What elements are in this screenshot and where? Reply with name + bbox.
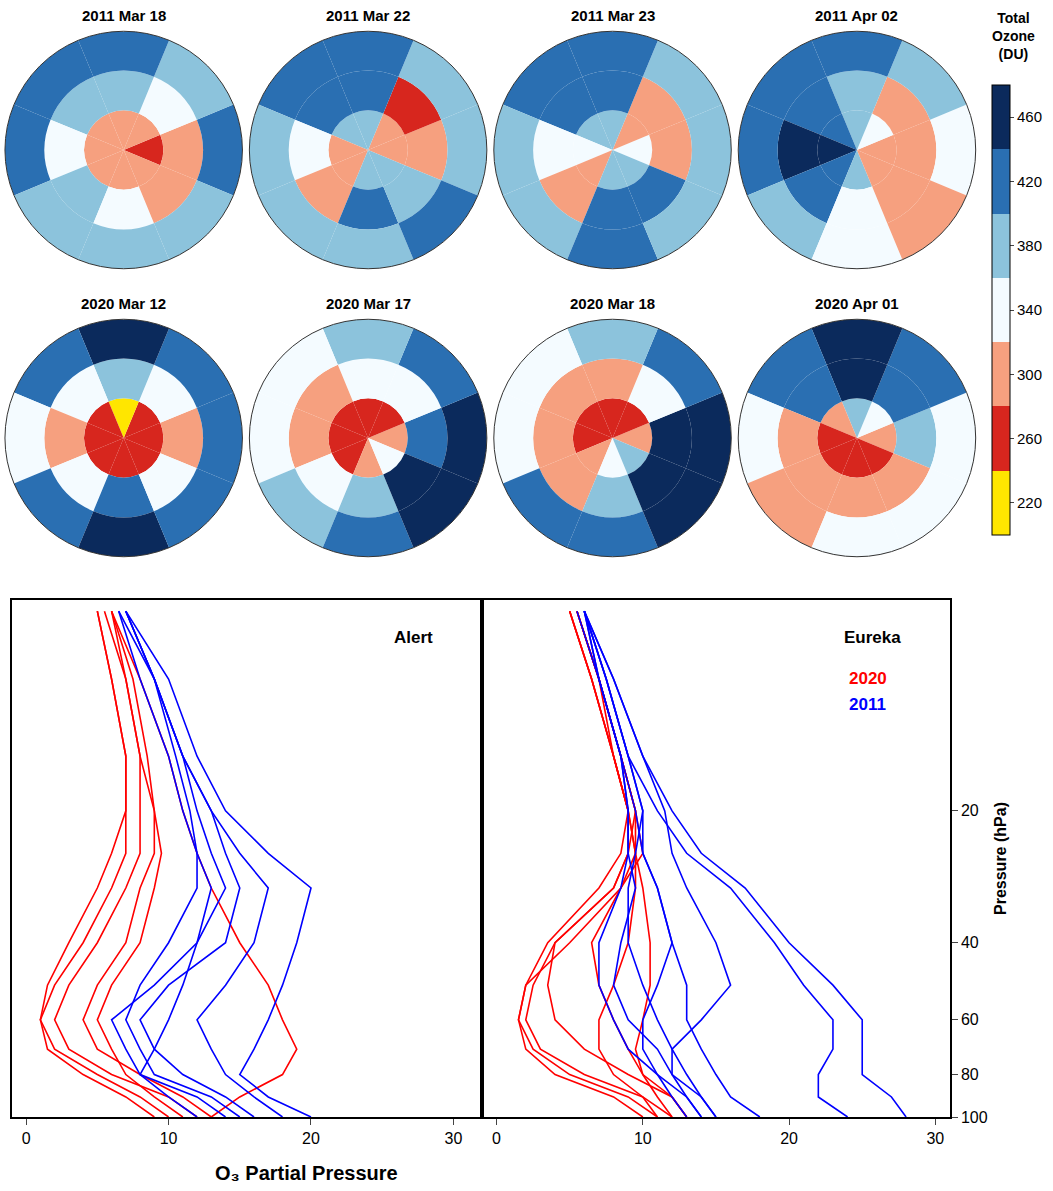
- svg-text:10: 10: [634, 1130, 652, 1147]
- svg-text:100: 100: [961, 1109, 988, 1126]
- svg-text:20: 20: [302, 1130, 320, 1147]
- svg-text:Pressure (hPa): Pressure (hPa): [992, 802, 1009, 915]
- svg-text:40: 40: [961, 934, 979, 951]
- svg-text:260: 260: [1017, 430, 1042, 447]
- svg-text:2020: 2020: [849, 669, 887, 688]
- svg-text:2011 Apr 02: 2011 Apr 02: [815, 7, 898, 24]
- svg-text:20: 20: [780, 1130, 798, 1147]
- svg-text:2020 Mar 18: 2020 Mar 18: [570, 295, 655, 312]
- svg-text:30: 30: [445, 1130, 463, 1147]
- svg-text:2020 Mar 12: 2020 Mar 12: [81, 295, 166, 312]
- svg-text:Alert: Alert: [394, 628, 433, 647]
- svg-text:340: 340: [1017, 301, 1042, 318]
- svg-text:2011: 2011: [849, 695, 886, 714]
- svg-text:460: 460: [1017, 108, 1042, 125]
- svg-text:2020 Mar 17: 2020 Mar 17: [326, 295, 411, 312]
- svg-text:20: 20: [961, 802, 979, 819]
- svg-text:2011 Mar 22: 2011 Mar 22: [326, 7, 410, 24]
- svg-text:0: 0: [22, 1130, 31, 1147]
- svg-text:220: 220: [1017, 494, 1042, 511]
- svg-text:60: 60: [961, 1011, 979, 1028]
- svg-text:2011 Mar 23: 2011 Mar 23: [571, 7, 655, 24]
- svg-text:0: 0: [492, 1130, 501, 1147]
- svg-text:TotalOzone(DU): TotalOzone(DU): [992, 10, 1035, 62]
- svg-text:Eureka: Eureka: [844, 628, 901, 647]
- svg-text:O₃ Partial Pressure: O₃ Partial Pressure: [215, 1162, 398, 1184]
- svg-text:80: 80: [961, 1066, 979, 1083]
- svg-text:10: 10: [160, 1130, 178, 1147]
- svg-text:300: 300: [1017, 366, 1042, 383]
- svg-text:2011 Mar 18: 2011 Mar 18: [82, 7, 166, 24]
- svg-text:30: 30: [926, 1130, 944, 1147]
- svg-text:2020 Apr 01: 2020 Apr 01: [815, 295, 899, 312]
- svg-text:380: 380: [1017, 237, 1042, 254]
- svg-text:420: 420: [1017, 173, 1042, 190]
